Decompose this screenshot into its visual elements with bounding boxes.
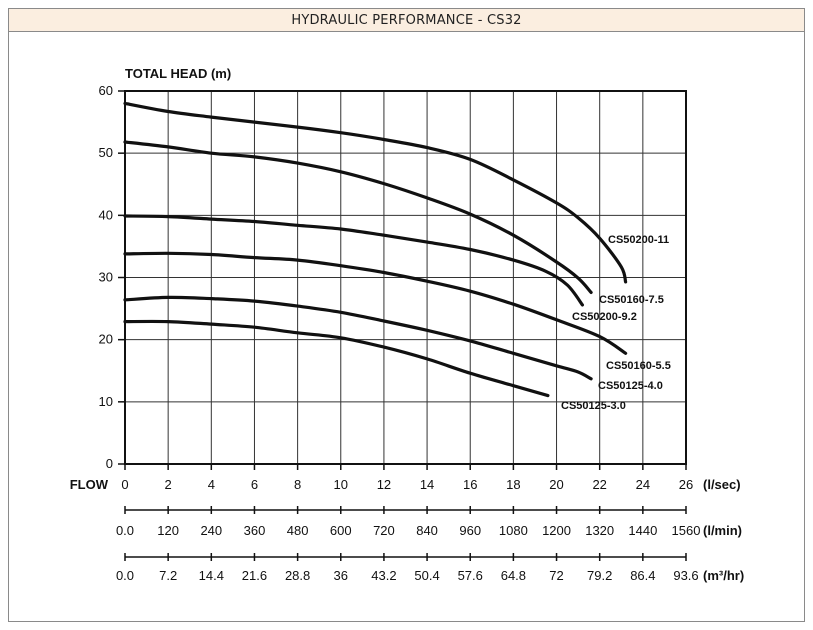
x-tick-label: 18	[506, 477, 520, 492]
x-tick-label: 57.6	[458, 568, 483, 583]
x-tick-label: 240	[200, 523, 222, 538]
x-tick-label: 840	[416, 523, 438, 538]
series-line	[123, 101, 628, 284]
x-tick-label: 24	[636, 477, 650, 492]
x-tick-label: 2	[165, 477, 172, 492]
x-tick-label: 0.0	[116, 568, 134, 583]
series-label: CS50160-7.5	[599, 294, 664, 306]
x-tick-label: 64.8	[501, 568, 526, 583]
x-tick-label: 0	[121, 477, 128, 492]
x-tick-label: 16	[463, 477, 477, 492]
x-tick-label: 720	[373, 523, 395, 538]
series-line	[123, 295, 593, 381]
series-line	[123, 319, 550, 398]
x-axis-unit: (l/sec)	[703, 477, 741, 492]
y-tick-label: 20	[99, 332, 113, 347]
x-tick-label: 26	[679, 477, 693, 492]
x-tick-label: 93.6	[673, 568, 698, 583]
x-axis-unit: (l/min)	[703, 523, 742, 538]
x-tick-label: 12	[377, 477, 391, 492]
x-axis-unit: (m³/hr)	[703, 568, 744, 583]
series-label: CS50200-9.2	[572, 311, 637, 323]
series-label: CS50200-11	[608, 234, 669, 246]
x-tick-label: 86.4	[630, 568, 655, 583]
x-tick-label: 28.8	[285, 568, 310, 583]
x-tick-label: 1440	[628, 523, 657, 538]
x-tick-label: 22	[592, 477, 606, 492]
x-tick-label: 360	[244, 523, 266, 538]
x-tick-label: 14	[420, 477, 434, 492]
x-tick-label: 480	[287, 523, 309, 538]
x-tick-label: 8	[294, 477, 301, 492]
y-tick-label: 40	[99, 207, 113, 222]
x-tick-label: 72	[549, 568, 563, 583]
x-tick-label: 10	[334, 477, 348, 492]
series-line	[123, 251, 628, 355]
x-tick-label: 79.2	[587, 568, 612, 583]
y-tick-label: 0	[106, 456, 113, 471]
x-tick-label: 20	[549, 477, 563, 492]
x-tick-label: 1320	[585, 523, 614, 538]
series-line	[123, 140, 593, 294]
x-tick-label: 36	[334, 568, 348, 583]
x-tick-label: 50.4	[414, 568, 439, 583]
y-tick-label: 30	[99, 270, 113, 285]
y-tick-label: 50	[99, 145, 113, 160]
x-tick-label: 14.4	[199, 568, 224, 583]
y-tick-label: 60	[99, 83, 113, 98]
chart-title: HYDRAULIC PERFORMANCE - CS32	[8, 8, 805, 32]
x-tick-label: 6	[251, 477, 258, 492]
series-label: CS50160-5.5	[606, 360, 671, 372]
x-tick-label: 600	[330, 523, 352, 538]
x-tick-label: 43.2	[371, 568, 396, 583]
x-tick-label: 0.0	[116, 523, 134, 538]
x-axis-title: FLOW	[70, 477, 109, 492]
x-tick-label: 21.6	[242, 568, 267, 583]
y-tick-label: 10	[99, 394, 113, 409]
x-tick-label: 1200	[542, 523, 571, 538]
x-tick-label: 960	[459, 523, 481, 538]
series-label: CS50125-4.0	[598, 380, 663, 392]
x-tick-label: 1560	[672, 523, 701, 538]
x-tick-label: 1080	[499, 523, 528, 538]
series-line	[123, 214, 584, 307]
x-tick-label: 4	[208, 477, 215, 492]
x-tick-label: 7.2	[159, 568, 177, 583]
y-axis-title: TOTAL HEAD (m)	[125, 66, 231, 81]
series-label: CS50125-3.0	[561, 400, 626, 412]
x-tick-label: 120	[157, 523, 179, 538]
